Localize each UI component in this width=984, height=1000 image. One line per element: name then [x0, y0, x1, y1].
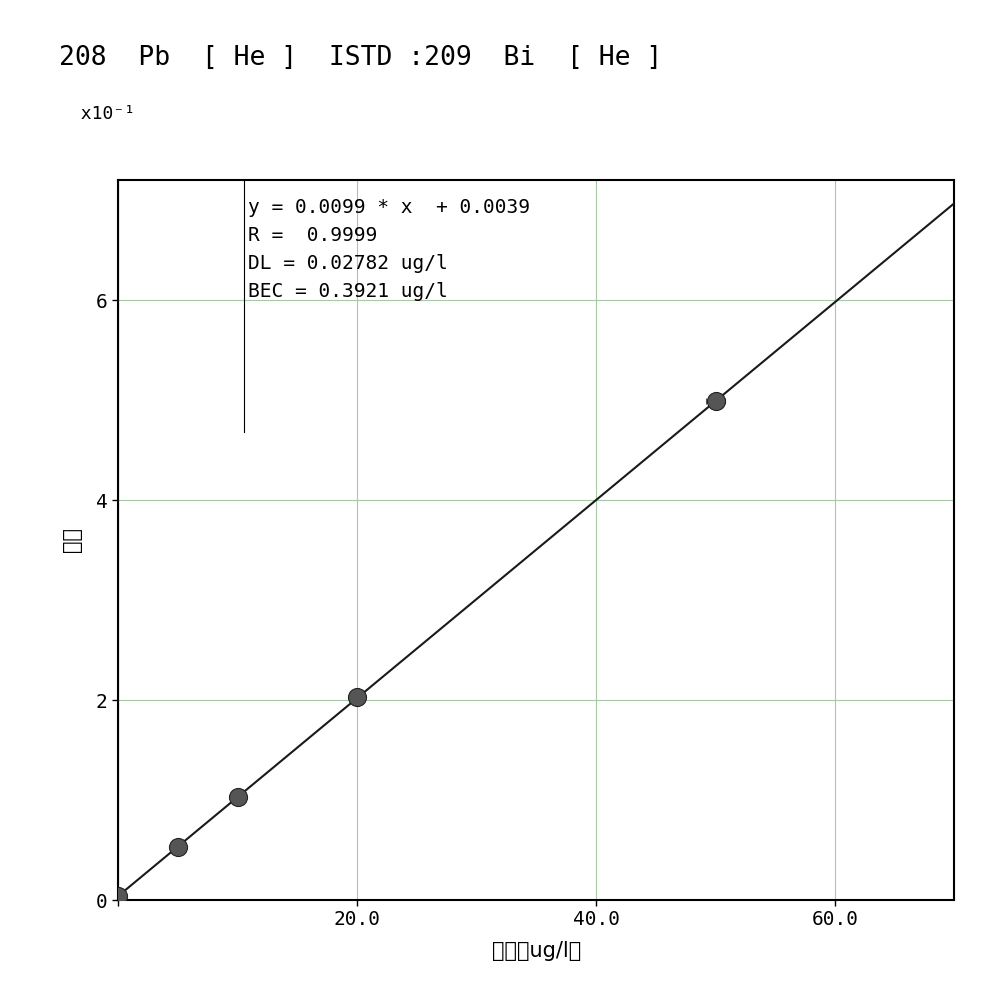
Text: y = 0.0099 * x  + 0.0039
R =  0.9999
DL = 0.02782 ug/l
BEC = 0.3921 ug/l: y = 0.0099 * x + 0.0039 R = 0.9999 DL = …: [248, 198, 529, 301]
Text: x10⁻¹: x10⁻¹: [59, 105, 135, 123]
Y-axis label: 比率: 比率: [62, 528, 82, 552]
Text: 208  Pb  [ He ]  ISTD :209  Bi  [ He ]: 208 Pb [ He ] ISTD :209 Bi [ He ]: [59, 45, 662, 71]
X-axis label: 浓度（ug/l）: 浓度（ug/l）: [492, 941, 581, 961]
